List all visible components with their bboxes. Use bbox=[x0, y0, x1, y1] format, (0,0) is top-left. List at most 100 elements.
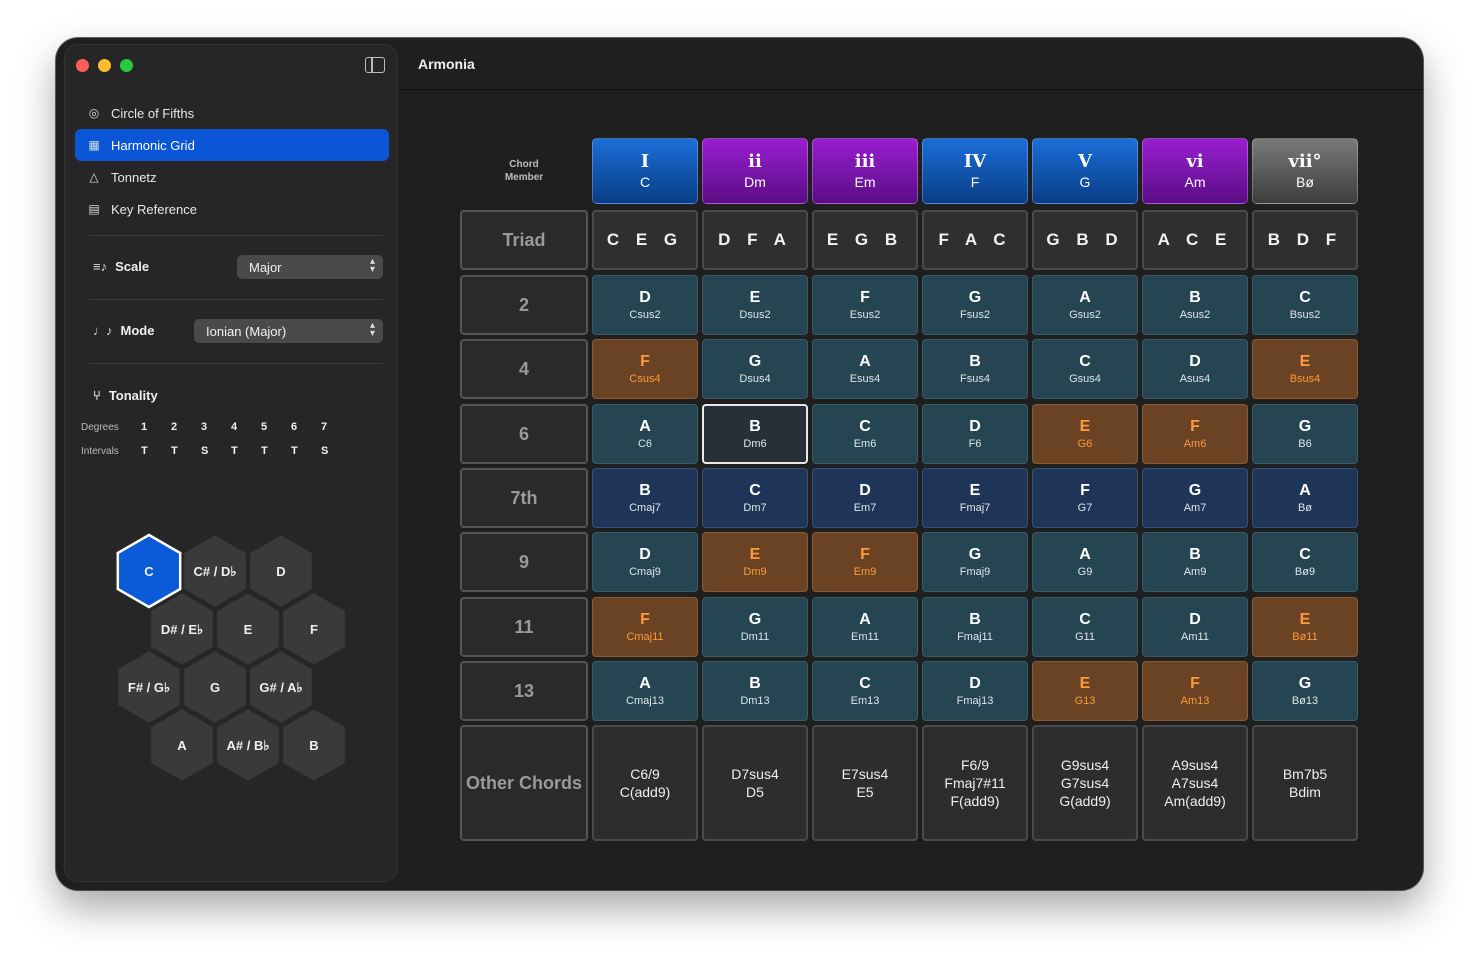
chord-cell[interactable]: E Fmaj7 bbox=[922, 468, 1028, 528]
chord-cell[interactable]: C Gsus4 bbox=[1032, 339, 1138, 399]
key-hex-2[interactable]: C# / D♭ bbox=[183, 534, 247, 608]
scale-select-value: Major bbox=[249, 259, 282, 275]
chord-note: G bbox=[1298, 417, 1312, 435]
key-hex-11[interactable]: A# / B♭ bbox=[216, 708, 280, 782]
chord-cell[interactable]: B Dm13 bbox=[702, 661, 808, 721]
other-chords-cell[interactable]: E7sus4 E5 bbox=[812, 725, 918, 841]
chord-cell[interactable]: B Am9 bbox=[1142, 532, 1248, 592]
chord-cell[interactable]: G Bø13 bbox=[1252, 661, 1358, 721]
chord-cell[interactable]: B Dm6 bbox=[702, 404, 808, 464]
chord-note: B bbox=[1189, 545, 1201, 563]
sidebar-item-label: Tonnetz bbox=[111, 169, 157, 185]
degree-header-6[interactable]: vi Am bbox=[1142, 138, 1248, 204]
triad-cell[interactable]: B D F bbox=[1252, 210, 1358, 270]
other-chords-cell[interactable]: A9sus4 A7sus4 Am(add9) bbox=[1142, 725, 1248, 841]
chord-cell[interactable]: A G9 bbox=[1032, 532, 1138, 592]
chord-cell[interactable]: A Em11 bbox=[812, 597, 918, 657]
sidebar-item-key-reference[interactable]: ▤ Key Reference bbox=[75, 193, 389, 225]
key-hex-6[interactable]: F bbox=[282, 592, 346, 666]
degree-header-3[interactable]: iii Em bbox=[812, 138, 918, 204]
chord-cell[interactable]: D Asus4 bbox=[1142, 339, 1248, 399]
chord-cell[interactable]: G Am7 bbox=[1142, 468, 1248, 528]
triad-notes: F A C bbox=[938, 230, 1012, 249]
chord-cell[interactable]: C Bø9 bbox=[1252, 532, 1358, 592]
key-hex-5[interactable]: E bbox=[216, 592, 280, 666]
chord-cell[interactable]: B Cmaj7 bbox=[592, 468, 698, 528]
triad-cell[interactable]: C E G bbox=[592, 210, 698, 270]
other-chords-cell[interactable]: Bm7b5 Bdim bbox=[1252, 725, 1358, 841]
sidebar-item-label: Key Reference bbox=[111, 201, 197, 217]
other-chords-cell[interactable]: F6/9 Fmaj7#11 F(add9) bbox=[922, 725, 1028, 841]
sidebar-item-tonnetz[interactable]: △ Tonnetz bbox=[75, 161, 389, 193]
chord-cell[interactable]: C Em6 bbox=[812, 404, 918, 464]
chord-cell[interactable]: E Bø11 bbox=[1252, 597, 1358, 657]
other-chords-cell[interactable]: C6/9 C(add9) bbox=[592, 725, 698, 841]
triad-cell[interactable]: D F A bbox=[702, 210, 808, 270]
degree-key: Em bbox=[854, 174, 876, 190]
chord-cell[interactable]: G Fsus2 bbox=[922, 275, 1028, 335]
chord-cell[interactable]: A Gsus2 bbox=[1032, 275, 1138, 335]
chord-cell[interactable]: F Em9 bbox=[812, 532, 918, 592]
chord-cell[interactable]: F Cmaj11 bbox=[592, 597, 698, 657]
other-chords-cell[interactable]: G9sus4 G7sus4 G(add9) bbox=[1032, 725, 1138, 841]
chord-cell[interactable]: E G13 bbox=[1032, 661, 1138, 721]
degrees-value: 5 bbox=[261, 421, 268, 433]
chord-cell[interactable]: E G6 bbox=[1032, 404, 1138, 464]
chord-cell[interactable]: A Bø bbox=[1252, 468, 1358, 528]
triad-cell[interactable]: F A C bbox=[922, 210, 1028, 270]
triad-cell[interactable]: E G B bbox=[812, 210, 918, 270]
chord-cell[interactable]: F Csus4 bbox=[592, 339, 698, 399]
sidebar-item-harmonic-grid[interactable]: ▦ Harmonic Grid bbox=[75, 129, 389, 161]
key-hex-7[interactable]: F# / G♭ bbox=[117, 650, 181, 724]
chord-cell[interactable]: B Fmaj11 bbox=[922, 597, 1028, 657]
degree-header-7[interactable]: vii° Bø bbox=[1252, 138, 1358, 204]
chord-cell[interactable]: D Em7 bbox=[812, 468, 918, 528]
chord-cell[interactable]: D Am11 bbox=[1142, 597, 1248, 657]
key-hex-4[interactable]: D# / E♭ bbox=[150, 592, 214, 666]
chord-cell[interactable]: E Dsus2 bbox=[702, 275, 808, 335]
triad-cell[interactable]: A C E bbox=[1142, 210, 1248, 270]
key-hex-3[interactable]: D bbox=[249, 534, 313, 608]
degree-header-4[interactable]: IV F bbox=[922, 138, 1028, 204]
chord-cell[interactable]: G B6 bbox=[1252, 404, 1358, 464]
key-hex-9[interactable]: G# / A♭ bbox=[249, 650, 313, 724]
chord-cell[interactable]: E Bsus4 bbox=[1252, 339, 1358, 399]
chord-cell[interactable]: B Asus2 bbox=[1142, 275, 1248, 335]
sidebar-toggle-icon[interactable] bbox=[365, 57, 385, 73]
chord-cell[interactable]: F Am6 bbox=[1142, 404, 1248, 464]
chord-cell[interactable]: C G11 bbox=[1032, 597, 1138, 657]
chord-cell[interactable]: D F6 bbox=[922, 404, 1028, 464]
chord-cell[interactable]: A C6 bbox=[592, 404, 698, 464]
chord-cell[interactable]: F Am13 bbox=[1142, 661, 1248, 721]
chord-cell[interactable]: A Esus4 bbox=[812, 339, 918, 399]
scale-select[interactable]: Major ▴ ▾ bbox=[237, 255, 383, 279]
mode-select[interactable]: Ionian (Major) ▴ ▾ bbox=[194, 319, 383, 343]
zoom-button[interactable] bbox=[120, 59, 133, 72]
chord-cell[interactable]: G Dsus4 bbox=[702, 339, 808, 399]
chord-cell[interactable]: E Dm9 bbox=[702, 532, 808, 592]
chord-cell[interactable]: G Fmaj9 bbox=[922, 532, 1028, 592]
chord-cell[interactable]: A Cmaj13 bbox=[592, 661, 698, 721]
chord-cell[interactable]: D Csus2 bbox=[592, 275, 698, 335]
triad-cell[interactable]: G B D bbox=[1032, 210, 1138, 270]
close-button[interactable] bbox=[76, 59, 89, 72]
chord-cell[interactable]: D Fmaj13 bbox=[922, 661, 1028, 721]
chord-cell[interactable]: B Fsus4 bbox=[922, 339, 1028, 399]
key-hex-12[interactable]: B bbox=[282, 708, 346, 782]
key-hex-1[interactable]: C bbox=[116, 533, 182, 609]
key-hex-8[interactable]: G bbox=[183, 650, 247, 724]
sidebar-item-circle-of-fifths[interactable]: ◎ Circle of Fifths bbox=[75, 97, 389, 129]
chord-cell[interactable]: C Dm7 bbox=[702, 468, 808, 528]
chord-cell[interactable]: G Dm11 bbox=[702, 597, 808, 657]
chord-cell[interactable]: D Cmaj9 bbox=[592, 532, 698, 592]
other-chords-cell[interactable]: D7sus4 D5 bbox=[702, 725, 808, 841]
key-hex-10[interactable]: A bbox=[150, 708, 214, 782]
chord-cell[interactable]: C Em13 bbox=[812, 661, 918, 721]
chord-cell[interactable]: F G7 bbox=[1032, 468, 1138, 528]
degree-header-2[interactable]: ii Dm bbox=[702, 138, 808, 204]
minimize-button[interactable] bbox=[98, 59, 111, 72]
chord-cell[interactable]: C Bsus2 bbox=[1252, 275, 1358, 335]
chord-cell[interactable]: F Esus2 bbox=[812, 275, 918, 335]
